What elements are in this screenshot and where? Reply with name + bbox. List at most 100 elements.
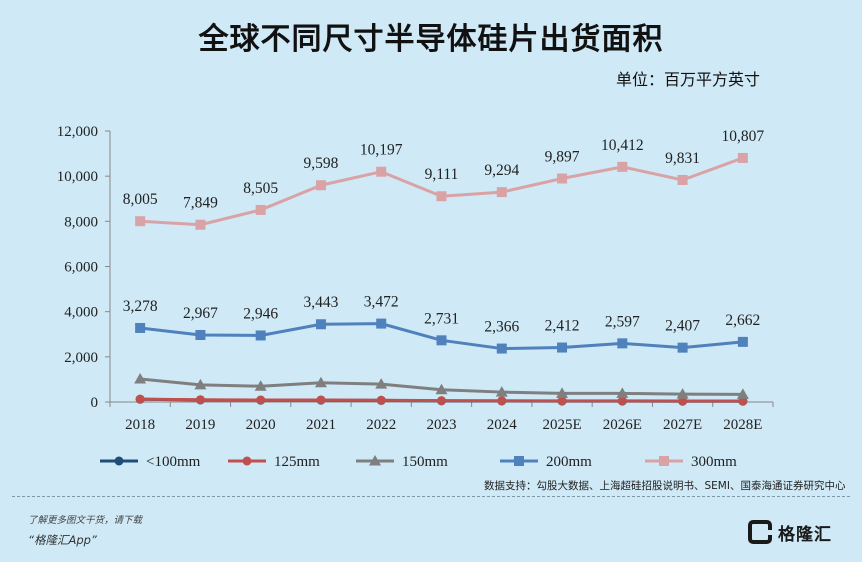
data-point — [557, 173, 568, 184]
data-point — [497, 396, 507, 406]
x-tick-label: 2021 — [306, 417, 336, 433]
data-point — [737, 336, 748, 347]
data-point — [677, 174, 688, 185]
data-point — [495, 386, 508, 397]
brand-name: 格隆汇 — [778, 524, 832, 545]
data-point — [316, 395, 326, 405]
data-label: 3,278 — [123, 298, 158, 315]
data-point — [437, 396, 446, 406]
data-point — [436, 191, 447, 202]
legend-label: 200mm — [546, 454, 592, 470]
y-tick-label: 2,000 — [64, 350, 98, 366]
data-label: 2,597 — [605, 313, 640, 330]
line-chart: 0 2,000 4,000 6,000 8,000 10,000 12,000 2018 201… — [57, 124, 774, 470]
y-tick-label: 4,000 — [64, 305, 98, 321]
data-label: 9,598 — [304, 155, 339, 172]
data-point — [195, 395, 205, 405]
data-label: 2,662 — [725, 312, 760, 329]
legend-label: 125mm — [274, 454, 320, 470]
data-point — [736, 388, 749, 399]
data-point — [616, 387, 629, 398]
unit-label: 单位：百万平方英寸 — [616, 70, 761, 89]
chart-series — [134, 152, 749, 406]
y-tick-label: 10,000 — [57, 169, 98, 185]
x-tick-label: 2027E — [663, 417, 702, 433]
data-label: 3,472 — [364, 294, 399, 311]
legend-marker — [114, 456, 124, 466]
x-tick-label: 2026E — [603, 417, 642, 433]
y-tick-label: 12,000 — [57, 124, 98, 140]
data-label: 2,967 — [183, 305, 218, 322]
chart-data-labels: 3,278 2,967 2,946 3,443 3,472 2,731 2,366 2,412… — [123, 128, 765, 336]
data-label: 9,897 — [545, 148, 580, 165]
source-note: 数据支持：勾股大数据、上海超硅招股说明书、SEMI、国泰海通证券研究中心 — [484, 480, 846, 492]
data-point — [436, 335, 447, 346]
x-tick-label: 2020 — [246, 417, 276, 433]
data-label: 8,505 — [243, 180, 278, 197]
x-tick-label: 2019 — [185, 417, 215, 433]
brand-logo: 格隆汇 — [748, 516, 832, 548]
data-point — [256, 395, 266, 405]
data-point — [496, 343, 507, 354]
data-label: 3,443 — [304, 294, 339, 311]
data-point — [195, 329, 206, 340]
data-point — [315, 180, 326, 191]
data-label: 9,111 — [425, 166, 459, 183]
data-label: 2,412 — [545, 318, 580, 335]
data-label: 2,731 — [424, 310, 459, 327]
data-point — [135, 322, 146, 333]
data-point — [375, 378, 388, 389]
data-point — [134, 372, 147, 384]
data-label: 9,831 — [665, 150, 700, 167]
data-point — [194, 378, 207, 390]
data-label: 2,407 — [665, 318, 700, 335]
data-point — [135, 394, 145, 404]
legend-marker — [369, 455, 381, 466]
data-label: 7,849 — [183, 195, 218, 212]
data-point — [676, 388, 689, 399]
data-point — [376, 166, 387, 177]
footer-app-name: “格隆汇App” — [28, 533, 97, 547]
legend-marker — [242, 456, 252, 466]
data-point — [254, 380, 267, 391]
data-label: 2,366 — [484, 319, 519, 336]
y-tick-label: 8,000 — [64, 214, 98, 230]
legend-label: 300mm — [691, 454, 737, 470]
y-tick-label: 6,000 — [64, 260, 98, 276]
data-point — [435, 383, 448, 395]
data-point — [195, 219, 206, 230]
data-point — [557, 396, 567, 406]
data-point — [315, 319, 326, 330]
data-label: 8,005 — [123, 191, 158, 208]
data-label: 2,946 — [243, 305, 278, 322]
legend-label: <100mm — [146, 454, 201, 470]
data-point — [556, 387, 569, 398]
x-tick-label: 2024 — [487, 417, 518, 433]
data-point — [376, 395, 386, 405]
x-tick-label: 2023 — [427, 417, 457, 433]
brand-g-icon — [748, 520, 772, 544]
legend-marker — [659, 456, 669, 466]
data-point — [678, 396, 688, 406]
footer-download-text: 了解更多图文干货，请下载 — [28, 515, 143, 526]
data-label: 10,197 — [360, 142, 403, 159]
data-point — [496, 187, 507, 198]
chart-legend: <100mm 125mm 150mm 200mm 300mm — [100, 454, 737, 470]
x-tick-label: 2018 — [125, 417, 155, 433]
data-label: 9,294 — [484, 162, 519, 179]
data-point — [255, 330, 266, 341]
legend-marker — [514, 456, 524, 466]
data-point — [557, 342, 568, 353]
x-tick-label: 2022 — [366, 417, 396, 433]
data-point — [255, 204, 266, 215]
y-tick-label: 0 — [91, 395, 99, 411]
data-point — [737, 152, 748, 163]
legend-label: 150mm — [402, 454, 448, 470]
chart-axes: 0 2,000 4,000 6,000 8,000 10,000 12,000 2018 201… — [57, 124, 774, 433]
data-label: 10,807 — [722, 128, 765, 145]
data-point — [314, 376, 327, 388]
x-tick-label: 2028E — [723, 417, 762, 433]
data-label: 10,412 — [601, 137, 644, 154]
chart-title: 全球不同尺寸半导体硅片出货面积 — [198, 22, 664, 57]
x-tick-label: 2025E — [542, 417, 581, 433]
